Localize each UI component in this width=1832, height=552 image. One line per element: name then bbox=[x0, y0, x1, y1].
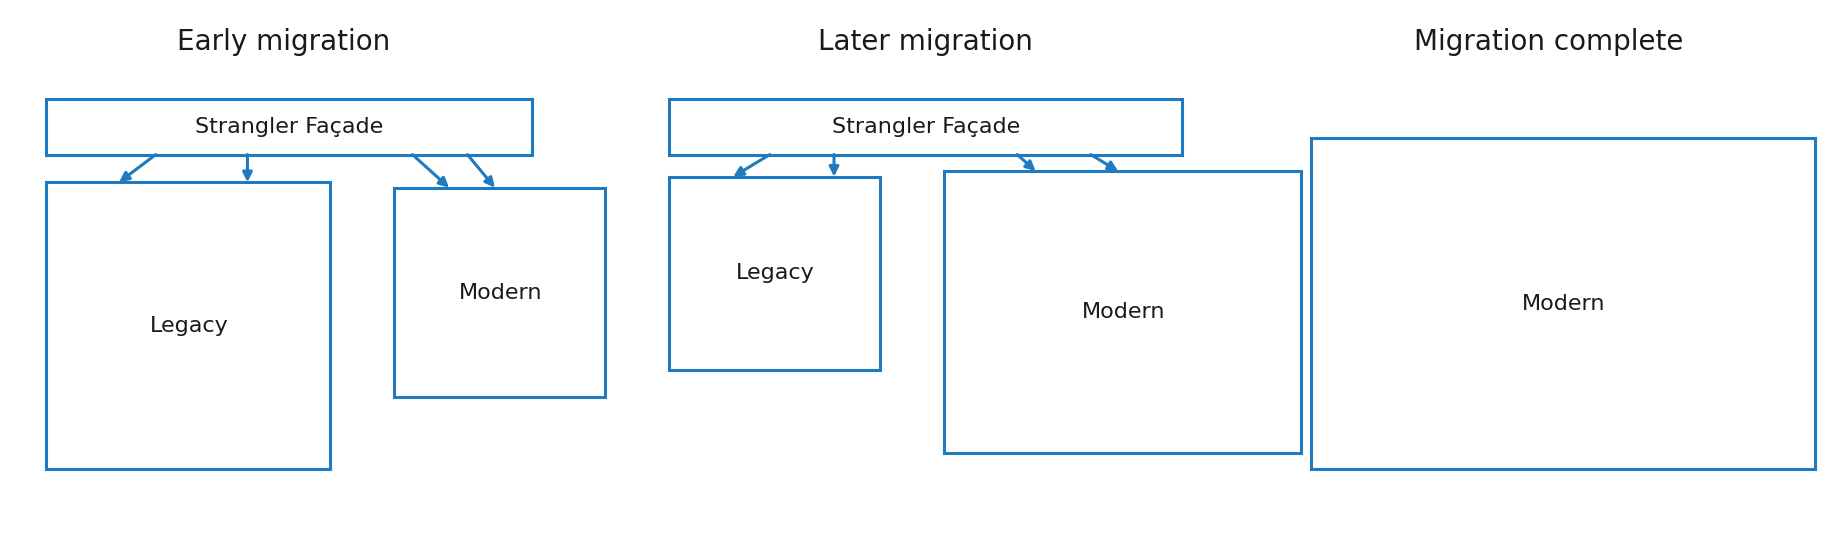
Text: Migration complete: Migration complete bbox=[1414, 28, 1682, 56]
Text: Modern: Modern bbox=[458, 283, 542, 302]
Text: Modern: Modern bbox=[1081, 302, 1165, 322]
Text: Later migration: Later migration bbox=[817, 28, 1033, 56]
Text: Legacy: Legacy bbox=[150, 316, 227, 336]
Text: Modern: Modern bbox=[1521, 294, 1605, 314]
Text: Legacy: Legacy bbox=[736, 263, 813, 283]
FancyBboxPatch shape bbox=[943, 171, 1301, 453]
Text: Early migration: Early migration bbox=[178, 28, 390, 56]
FancyBboxPatch shape bbox=[669, 177, 879, 370]
FancyBboxPatch shape bbox=[394, 188, 605, 397]
FancyBboxPatch shape bbox=[46, 99, 531, 155]
Text: Strangler Façade: Strangler Façade bbox=[196, 117, 383, 137]
FancyBboxPatch shape bbox=[46, 182, 330, 469]
FancyBboxPatch shape bbox=[1310, 138, 1814, 469]
Text: Strangler Façade: Strangler Façade bbox=[832, 117, 1019, 137]
FancyBboxPatch shape bbox=[669, 99, 1182, 155]
